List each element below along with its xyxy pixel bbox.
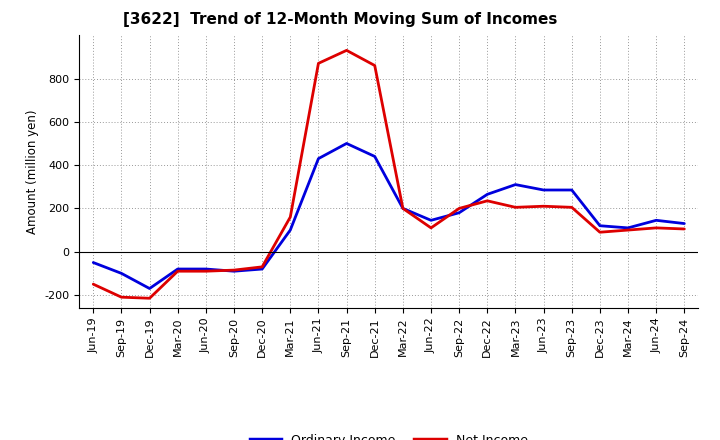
Net Income: [145, 296, 154, 301]
Net Income: [314, 61, 323, 66]
Net Income: [202, 268, 210, 274]
Ordinary Income: [595, 223, 604, 228]
Ordinary Income: [680, 221, 688, 226]
Net Income: [595, 230, 604, 235]
Line: Ordinary Income: Ordinary Income: [94, 143, 684, 289]
Ordinary Income: [511, 182, 520, 187]
Net Income: [455, 206, 464, 211]
Ordinary Income: [89, 260, 98, 265]
Net Income: [258, 264, 266, 270]
Ordinary Income: [652, 218, 660, 223]
Net Income: [567, 205, 576, 210]
Net Income: [511, 205, 520, 210]
Net Income: [370, 63, 379, 68]
Net Income: [624, 227, 632, 233]
Ordinary Income: [624, 225, 632, 231]
Ordinary Income: [567, 187, 576, 193]
Net Income: [89, 282, 98, 287]
Text: [3622]  Trend of 12-Month Moving Sum of Incomes: [3622] Trend of 12-Month Moving Sum of I…: [122, 12, 557, 27]
Net Income: [539, 204, 548, 209]
Ordinary Income: [314, 156, 323, 161]
Net Income: [680, 226, 688, 231]
Ordinary Income: [427, 218, 436, 223]
Ordinary Income: [202, 266, 210, 271]
Legend: Ordinary Income, Net Income: Ordinary Income, Net Income: [245, 429, 533, 440]
Ordinary Income: [145, 286, 154, 291]
Net Income: [174, 268, 182, 274]
Ordinary Income: [174, 266, 182, 271]
Net Income: [342, 48, 351, 53]
Y-axis label: Amount (million yen): Amount (million yen): [26, 110, 39, 234]
Net Income: [399, 206, 408, 211]
Ordinary Income: [258, 266, 266, 271]
Net Income: [230, 268, 238, 273]
Ordinary Income: [117, 271, 126, 276]
Net Income: [117, 294, 126, 300]
Line: Net Income: Net Income: [94, 50, 684, 298]
Ordinary Income: [455, 210, 464, 215]
Ordinary Income: [286, 227, 294, 233]
Ordinary Income: [539, 187, 548, 193]
Ordinary Income: [399, 206, 408, 211]
Ordinary Income: [342, 141, 351, 146]
Net Income: [286, 214, 294, 220]
Net Income: [483, 198, 492, 203]
Net Income: [427, 225, 436, 231]
Net Income: [652, 225, 660, 231]
Ordinary Income: [230, 268, 238, 274]
Ordinary Income: [483, 192, 492, 197]
Ordinary Income: [370, 154, 379, 159]
